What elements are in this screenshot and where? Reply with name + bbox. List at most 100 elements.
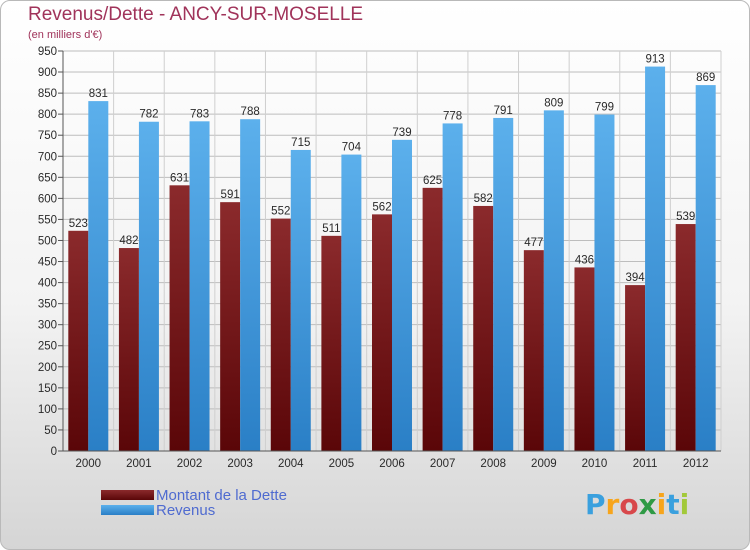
bar-debt <box>625 285 646 451</box>
legend-label-debt: Montant de la Dette <box>156 487 287 504</box>
bar-debt <box>473 205 494 451</box>
value-label-debt: 482 <box>119 235 138 247</box>
x-tick-label: 2002 <box>177 458 203 470</box>
x-tick-label: 2012 <box>683 458 709 470</box>
x-tick-label: 2007 <box>430 458 456 470</box>
value-label-debt: 511 <box>322 223 340 235</box>
value-label-revenue: 739 <box>392 127 411 139</box>
bar-revenue <box>392 139 412 451</box>
bar-debt <box>118 248 139 451</box>
bar-debt <box>169 185 190 451</box>
bar-debt <box>422 187 443 451</box>
value-label-revenue: 782 <box>139 109 158 121</box>
x-tick-label: 2000 <box>76 458 102 470</box>
axes: 0 50 100 150 200 250 300 350 400 450 500 550 600 650 7… <box>38 46 721 470</box>
value-label-revenue: 788 <box>241 106 260 118</box>
y-tick-label: 900 <box>38 67 57 79</box>
y-tick-label: 50 <box>44 425 57 437</box>
value-label-revenue: 799 <box>595 102 614 114</box>
value-label-debt: 394 <box>625 272 645 284</box>
y-tick-label: 500 <box>38 235 57 247</box>
bar-revenue <box>442 123 463 451</box>
value-label-revenue: 913 <box>645 54 664 66</box>
value-label-revenue: 704 <box>342 142 362 154</box>
value-label-debt: 523 <box>69 218 88 230</box>
y-tick-label: 200 <box>38 362 57 374</box>
y-tick-label: 0 <box>51 446 57 458</box>
bar-debt <box>220 202 241 451</box>
chart-title: Revenus/Dette - ANCY-SUR-MOSELLE <box>28 4 364 25</box>
logo-letter: i <box>656 488 667 521</box>
x-tick-label: 2008 <box>480 458 506 470</box>
value-label-debt: 562 <box>372 201 391 213</box>
value-label-debt: 631 <box>170 172 189 184</box>
y-tick-label: 250 <box>38 341 57 353</box>
value-label-revenue: 869 <box>696 72 715 84</box>
value-label-revenue: 809 <box>544 97 563 109</box>
y-tick-label: 400 <box>38 278 57 290</box>
x-tick-label: 2011 <box>633 458 658 470</box>
value-label-revenue: 715 <box>291 137 310 149</box>
bar-debt <box>523 250 544 451</box>
bar-debt <box>68 230 89 451</box>
y-tick-label: 800 <box>38 109 57 121</box>
y-tick-label: 850 <box>38 88 57 100</box>
value-label-revenue: 831 <box>89 88 108 100</box>
bar-debt <box>321 235 342 451</box>
proxiti-logo: Proxiti <box>585 488 689 521</box>
value-label-debt: 552 <box>271 206 290 218</box>
logo-letter: i <box>679 488 690 521</box>
x-tick-label: 2001 <box>126 458 152 470</box>
legend-swatch-revenue <box>101 505 154 515</box>
y-tick-label: 950 <box>38 46 57 58</box>
value-label-debt: 477 <box>524 237 543 249</box>
logo-letter: o <box>619 488 639 521</box>
x-tick-label: 2009 <box>531 458 557 470</box>
bar-revenue <box>543 110 564 452</box>
legend-label-revenue: Revenus <box>156 502 216 519</box>
y-tick-label: 700 <box>38 151 57 163</box>
y-tick-label: 100 <box>38 404 57 416</box>
x-tick-label: 2005 <box>329 458 355 470</box>
bar-revenue <box>290 149 311 451</box>
bar-revenue <box>341 154 362 451</box>
x-tick-label: 2006 <box>379 458 405 470</box>
legend-swatch-debt <box>101 490 154 500</box>
bar-revenue <box>493 117 514 452</box>
chart-subtitle: (en milliers d'€) <box>28 29 103 41</box>
bars: 523 831 482 782 631 783 591 788 552 715 511 704 562 7… <box>68 54 716 452</box>
y-tick-label: 150 <box>38 383 57 395</box>
y-tick-label: 650 <box>38 172 57 184</box>
logo-letter: x <box>638 488 657 521</box>
y-tick-label: 350 <box>38 299 57 311</box>
y-tick-label: 550 <box>38 214 57 226</box>
bar-revenue <box>645 66 666 451</box>
y-tick-label: 300 <box>38 320 57 332</box>
x-tick-label: 2010 <box>582 458 608 470</box>
bar-revenue <box>189 121 210 451</box>
logo-letter: r <box>605 488 620 521</box>
bar-revenue <box>594 114 615 451</box>
value-label-revenue: 791 <box>494 105 513 117</box>
value-label-debt: 539 <box>676 211 695 223</box>
bar-revenue <box>88 101 109 452</box>
logo-letter: t <box>666 488 680 521</box>
bar-debt <box>372 214 392 451</box>
value-label-revenue: 783 <box>190 108 209 120</box>
value-label-debt: 591 <box>221 189 240 201</box>
y-tick-label: 750 <box>38 130 57 142</box>
value-label-debt: 625 <box>423 175 442 187</box>
bar-revenue <box>138 121 159 451</box>
value-label-revenue: 778 <box>443 110 462 122</box>
bar-revenue <box>695 85 716 452</box>
bar-debt <box>574 267 595 451</box>
logo-letter: P <box>585 488 606 521</box>
value-label-debt: 436 <box>575 254 594 266</box>
x-tick-label: 2004 <box>278 458 304 470</box>
value-label-debt: 582 <box>474 193 493 205</box>
y-tick-label: 600 <box>38 193 57 205</box>
bar-debt <box>675 224 696 451</box>
bar-revenue <box>240 119 261 452</box>
